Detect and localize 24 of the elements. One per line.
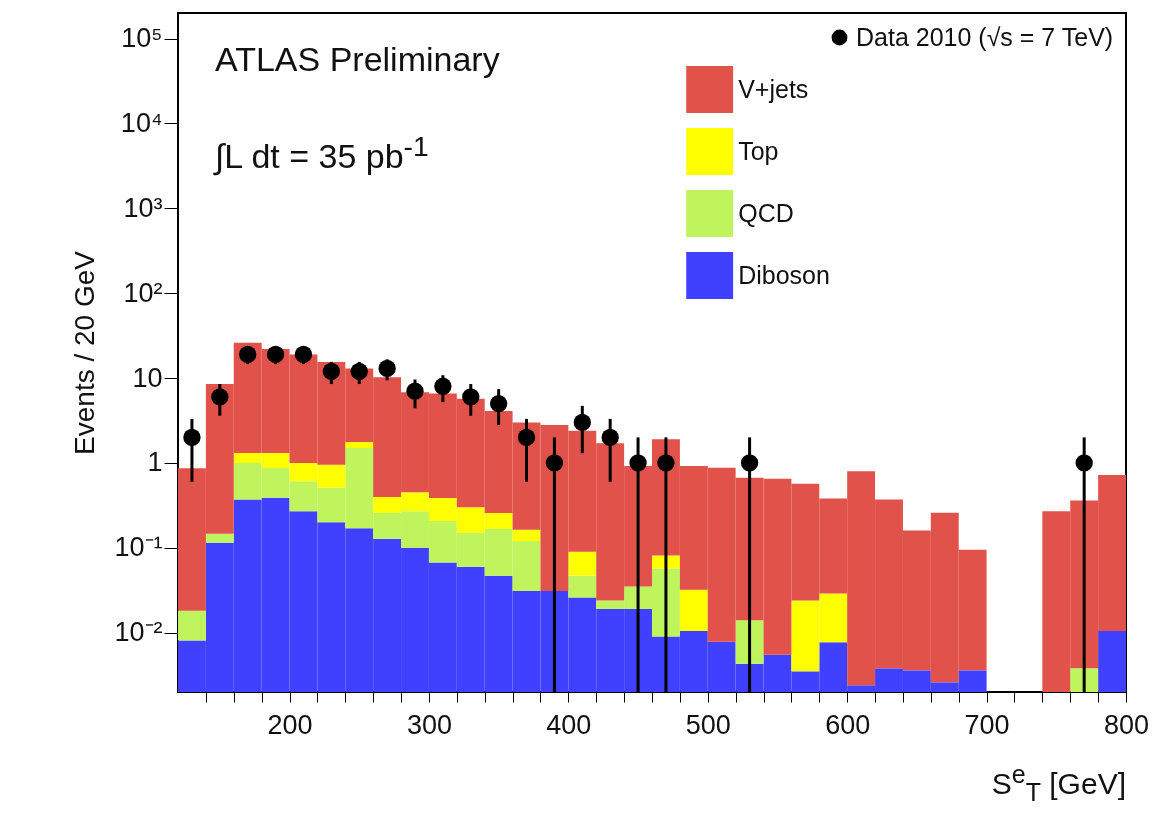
x-tick-label: 400 bbox=[546, 709, 592, 740]
y-tick-label: 10⁻¹ bbox=[114, 532, 163, 563]
legend-label: Diboson bbox=[738, 260, 830, 289]
legend-label: V+jets bbox=[738, 74, 809, 103]
x-tick-label: 300 bbox=[406, 709, 452, 740]
y-tick-label: 10⁵ bbox=[121, 23, 163, 54]
y-tick-label: 1 bbox=[147, 447, 163, 478]
y-tick-label: 10⁻² bbox=[114, 617, 163, 648]
y-tick-label: 10⁴ bbox=[120, 107, 163, 138]
y-tick-label: 10³ bbox=[123, 192, 163, 223]
x-axis-title: S$^{e}$$_{T}$ [GeV] bbox=[991, 760, 1126, 807]
legend-label: QCD bbox=[738, 198, 794, 227]
x-tick-label: 800 bbox=[1103, 709, 1150, 740]
annotation: ATLAS Preliminary bbox=[215, 40, 500, 79]
x-tick-label: 200 bbox=[267, 709, 313, 740]
x-tick-label: 500 bbox=[685, 709, 731, 740]
x-tick-label: 600 bbox=[825, 709, 871, 740]
legend-label: Top bbox=[738, 136, 779, 165]
y-tick-label: 10² bbox=[123, 277, 163, 308]
legend-label: Data 2010 (√s = 7 TeV) bbox=[856, 22, 1114, 51]
y-tick-label: 10 bbox=[132, 362, 163, 393]
x-tick-label: 700 bbox=[964, 709, 1010, 740]
annotation: ∫L dt = 35 pb$^{-1}$ bbox=[215, 130, 429, 177]
y-axis-title: Events / 20 GeV bbox=[69, 250, 101, 455]
